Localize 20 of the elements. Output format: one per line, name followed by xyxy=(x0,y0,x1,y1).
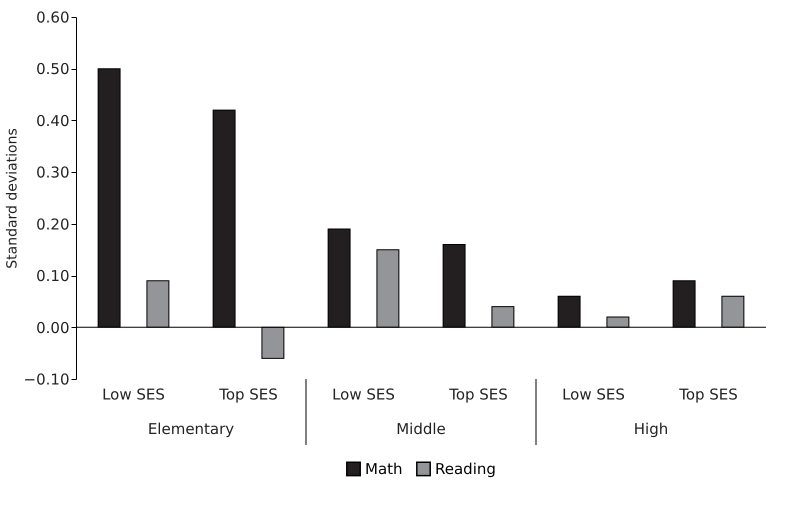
y-tick-label: −0.10 xyxy=(24,370,70,388)
x-tick-label: Top SES xyxy=(218,386,278,404)
y-tick-label: 0.00 xyxy=(36,318,70,337)
text: Elementary xyxy=(148,420,234,438)
y-tick-label: 0.60 xyxy=(36,8,70,26)
x-tick-label: Top SES xyxy=(448,386,508,404)
text: High xyxy=(634,420,668,438)
x-tick-label: Low SES xyxy=(102,386,165,404)
y-tick-label: 0.40 xyxy=(36,112,70,130)
y-tick-label: 0.30 xyxy=(36,164,70,182)
legend-label: Math xyxy=(365,460,403,478)
y-tick-label: 0.20 xyxy=(36,215,70,234)
legend-label: Reading xyxy=(435,460,496,478)
y-tick-label: 0.50 xyxy=(36,60,70,78)
text: Middle xyxy=(396,420,446,438)
x-tick-label: Low SES xyxy=(562,386,625,404)
x-tick-label: Low SES xyxy=(332,386,395,404)
y-axis-title: Standard deviations xyxy=(4,128,21,269)
x-tick-label: Top SES xyxy=(678,386,738,404)
y-tick-label: 0.10 xyxy=(36,267,70,286)
